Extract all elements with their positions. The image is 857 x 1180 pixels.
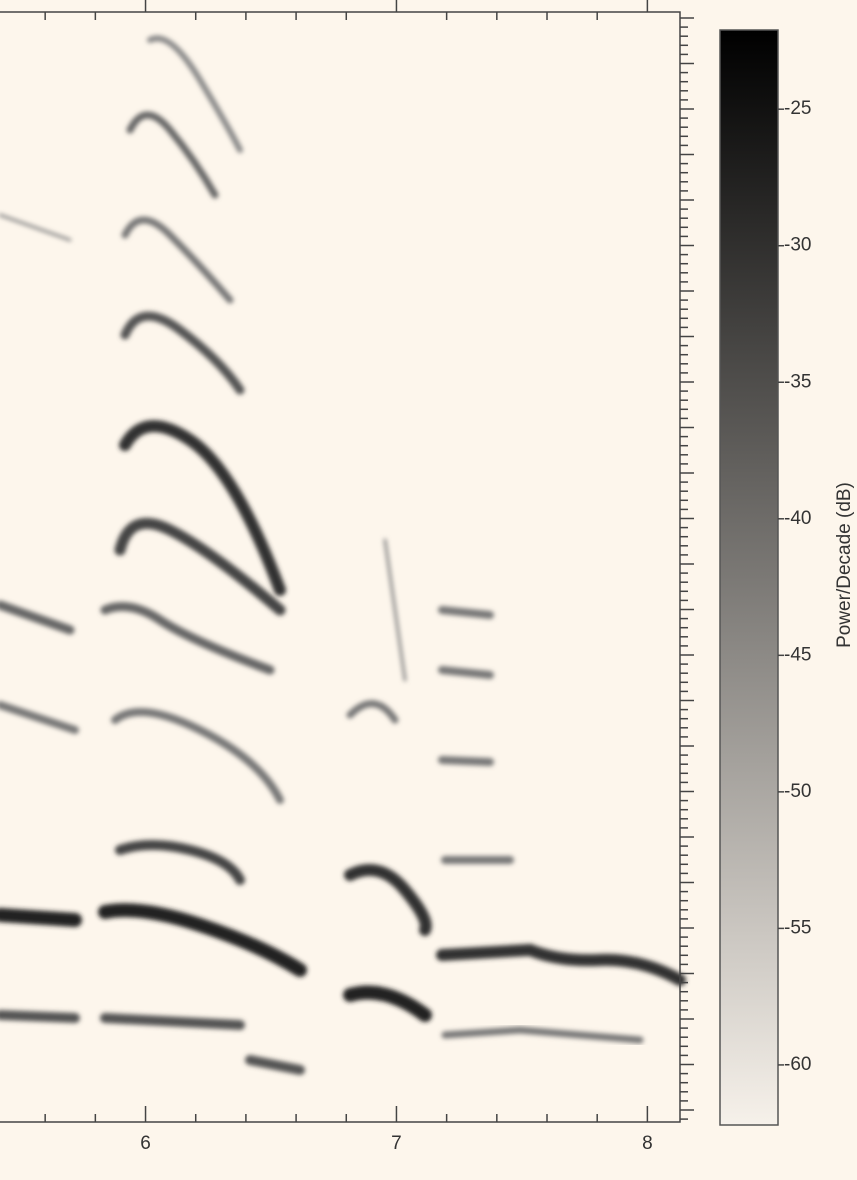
spectrogram-streak <box>120 311 245 395</box>
spectrogram-streak <box>0 701 284 804</box>
colorbar <box>719 29 779 1126</box>
colorbar-tick-label: -35 <box>784 371 811 392</box>
spectrogram-streak <box>343 985 432 1022</box>
colorbar-tick-label: -45 <box>784 644 811 665</box>
plot-frame <box>0 11 681 1123</box>
spectrogram-streak <box>126 111 219 199</box>
x-tick-label: 8 <box>642 1133 653 1154</box>
spectrogram-streak <box>0 903 307 977</box>
colorbar-tick-label: -30 <box>784 235 811 256</box>
spectrogram-streak <box>0 600 275 675</box>
spectrogram-streak <box>346 700 399 724</box>
spectrogram-streak <box>115 840 245 885</box>
x-tick-label: 7 <box>391 1133 402 1154</box>
colorbar-tick-label: -25 <box>784 98 811 119</box>
spectrogram-streak <box>0 213 407 682</box>
spectrogram-streak <box>441 1026 644 1044</box>
spectrogram-streak <box>119 420 286 596</box>
spectrogram-streak <box>344 864 432 936</box>
spectrogram-streak <box>114 517 286 616</box>
colorbar-label: Power/Decade (dB) <box>834 482 855 648</box>
spectrogram-streak <box>121 216 234 304</box>
spectrogram-streak <box>436 943 686 986</box>
colorbar-tick-label: -40 <box>784 508 811 529</box>
spectrogram <box>0 35 686 1075</box>
spectrogram-streak <box>0 1010 305 1075</box>
spectrogram-streak <box>147 35 243 153</box>
spectrogram-streak <box>438 606 514 864</box>
axes-box <box>0 11 681 1123</box>
colorbar-tick-label: -50 <box>784 781 811 802</box>
x-tick-label: 6 <box>140 1133 151 1154</box>
colorbar-tick-label: -60 <box>784 1054 811 1075</box>
colorbar-tick-label: -55 <box>784 917 811 938</box>
